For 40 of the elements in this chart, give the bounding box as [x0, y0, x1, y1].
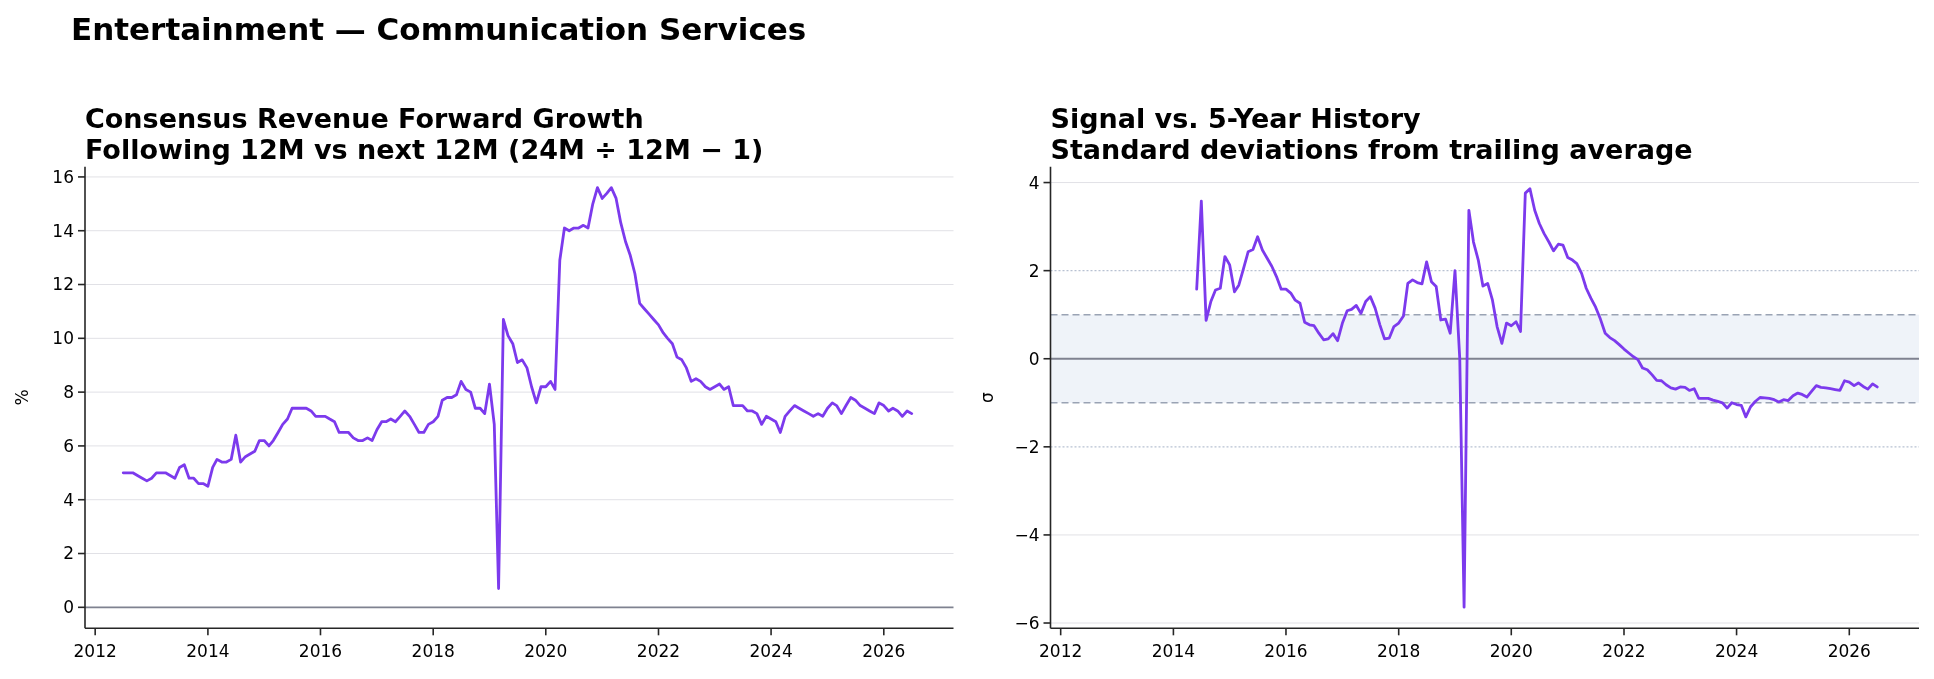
x-tick-label: 2022 — [1602, 641, 1646, 662]
x-tick-label: 2012 — [73, 641, 117, 662]
x-tick-label: 2014 — [186, 641, 230, 662]
x-tick-label: 2014 — [1151, 641, 1196, 662]
chart-subtitle: Following 12M vs next 12M (24M ÷ 12M − 1) — [85, 133, 764, 165]
y-tick-label: 12 — [52, 274, 74, 295]
y-tick-label: 0 — [63, 597, 74, 618]
y-axis-title: % — [11, 389, 32, 406]
x-tick-label: 2018 — [1377, 641, 1421, 662]
line-series — [121, 186, 914, 590]
x-tick-label: 2016 — [1264, 641, 1308, 662]
x-tick-label: 2026 — [1827, 641, 1871, 662]
y-tick-label: 2 — [63, 543, 74, 564]
line-series — [1195, 187, 1879, 609]
text: Entertainment — Communication Services — [71, 11, 807, 47]
y-tick-label: 16 — [52, 166, 74, 187]
x-tick-label: 2020 — [1489, 641, 1533, 662]
x-tick-label: 2022 — [636, 641, 681, 662]
chart-title: Consensus Revenue Forward Growth — [85, 102, 644, 134]
y-tick-label: 2 — [1028, 260, 1040, 281]
x-tick-label: 2012 — [1039, 641, 1083, 662]
y-tick-label: 10 — [52, 328, 74, 349]
y-tick-label: 14 — [52, 220, 74, 241]
chart-title: Signal vs. 5-Year History — [1050, 102, 1421, 134]
x-tick-label: 2026 — [862, 641, 906, 662]
x-tick-label: 2024 — [749, 641, 793, 662]
y-tick-label: 4 — [63, 489, 74, 510]
y-tick-label: −6 — [1014, 612, 1040, 633]
x-tick-label: 2024 — [1714, 641, 1759, 662]
x-tick-label: 2020 — [524, 641, 568, 662]
y-tick-label: 6 — [63, 435, 74, 456]
x-tick-label: 2016 — [298, 641, 343, 662]
y-tick-label: −2 — [1014, 436, 1040, 457]
y-tick-label: 8 — [63, 382, 74, 403]
y-tick-label: −4 — [1014, 524, 1040, 545]
y-tick-label: 4 — [1028, 172, 1040, 193]
x-tick-label: 2018 — [411, 641, 455, 662]
y-tick-label: 0 — [1028, 348, 1040, 369]
chart-subtitle: Standard deviations from trailing average — [1050, 133, 1693, 165]
y-axis-title: σ — [977, 391, 998, 403]
